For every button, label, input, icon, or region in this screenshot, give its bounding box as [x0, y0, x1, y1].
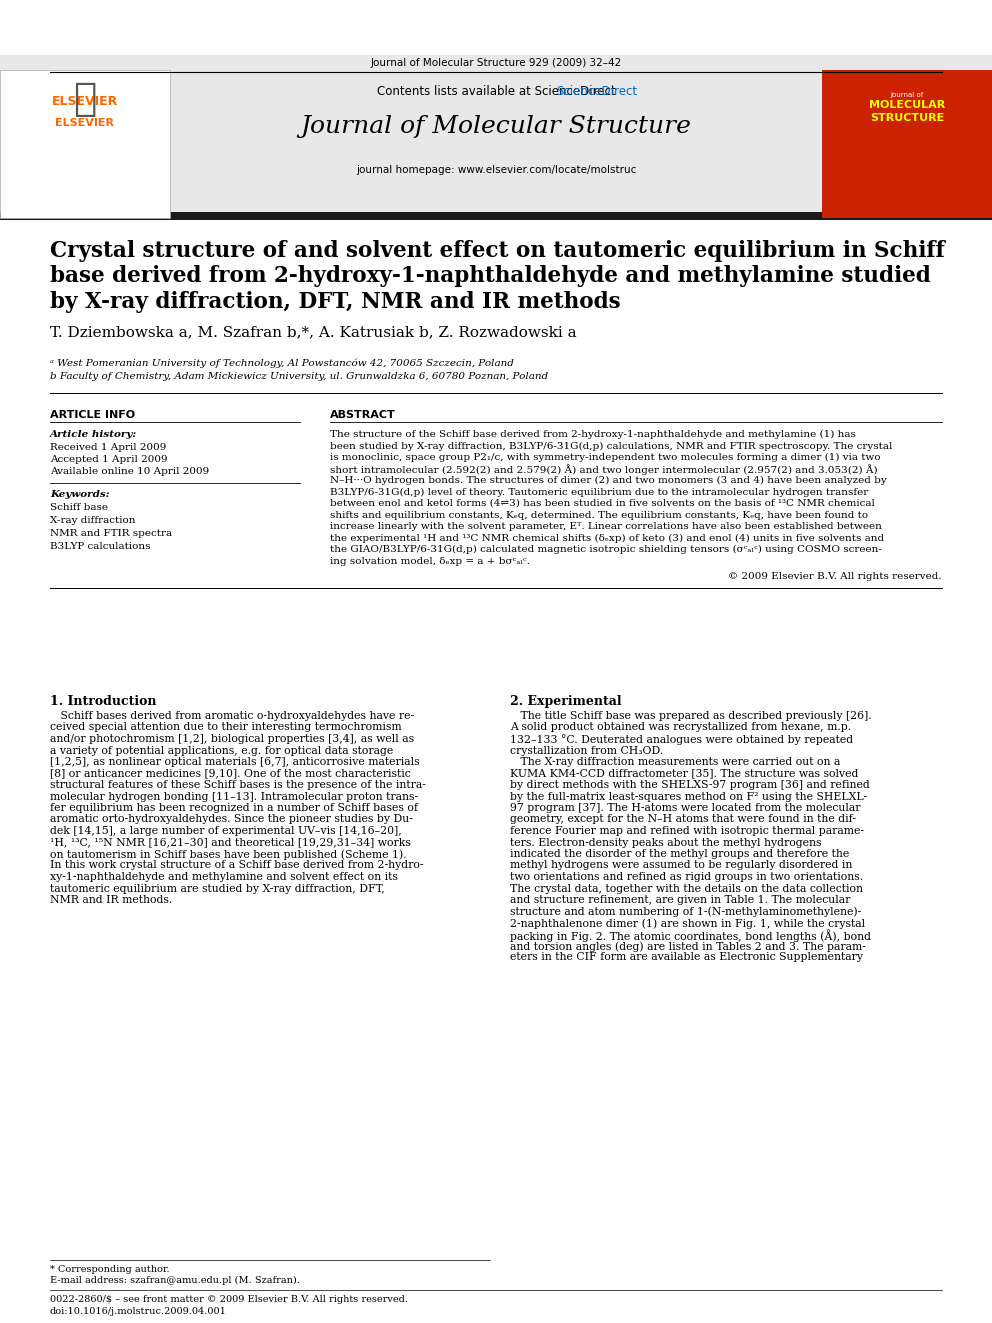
- Text: T. Dziembowska a, M. Szafran b,*, A. Katrusiak b, Z. Rozwadowski a: T. Dziembowska a, M. Szafran b,*, A. Kat…: [50, 325, 576, 339]
- Text: The title Schiff base was prepared as described previously [26].: The title Schiff base was prepared as de…: [510, 710, 872, 721]
- Bar: [0, 70, 170, 218]
- Text: ScienceDirect: ScienceDirect: [556, 85, 637, 98]
- Text: B3LYP/6-31G(d,p) level of theory. Tautomeric equilibrium due to the intramolecul: B3LYP/6-31G(d,p) level of theory. Tautom…: [330, 487, 868, 496]
- Text: doi:10.1016/j.molstruc.2009.04.001: doi:10.1016/j.molstruc.2009.04.001: [50, 1307, 227, 1316]
- Text: ceived special attention due to their interesting termochromism: ceived special attention due to their in…: [50, 722, 402, 733]
- Bar: [5, 78, 165, 218]
- Text: and structure refinement, are given in Table 1. The molecular: and structure refinement, are given in T…: [510, 894, 850, 905]
- Text: fer equilibrium has been recognized in a number of Schiff bases of: fer equilibrium has been recognized in a…: [50, 803, 418, 814]
- Text: 132–133 °C. Deuterated analogues were obtained by repeated: 132–133 °C. Deuterated analogues were ob…: [510, 734, 853, 745]
- Text: Keywords:: Keywords:: [50, 490, 110, 499]
- Text: tautomeric equilibrium are studied by X-ray diffraction, DFT,: tautomeric equilibrium are studied by X-…: [50, 884, 385, 893]
- Text: The X-ray diffraction measurements were carried out on a: The X-ray diffraction measurements were …: [510, 757, 840, 767]
- Text: Contents lists available at ScienceDirect: Contents lists available at ScienceDirec…: [377, 85, 615, 98]
- Text: The crystal data, together with the details on the data collection: The crystal data, together with the deta…: [510, 884, 863, 893]
- Text: * Corresponding author.: * Corresponding author.: [50, 1265, 170, 1274]
- Text: ABSTRACT: ABSTRACT: [330, 410, 396, 419]
- Text: Crystal structure of and solvent effect on tautomeric equilibrium in Schiff
base: Crystal structure of and solvent effect …: [50, 239, 944, 312]
- Text: A solid product obtained was recrystallized from hexane, m.p.: A solid product obtained was recrystalli…: [510, 722, 851, 733]
- Text: [8] or anticancer medicines [9,10]. One of the most characteristic: [8] or anticancer medicines [9,10]. One …: [50, 769, 411, 778]
- Text: Accepted 1 April 2009: Accepted 1 April 2009: [50, 455, 168, 464]
- Text: E-mail address: szafran@amu.edu.pl (M. Szafran).: E-mail address: szafran@amu.edu.pl (M. S…: [50, 1275, 300, 1285]
- Text: 0022-2860/$ – see front matter © 2009 Elsevier B.V. All rights reserved.: 0022-2860/$ – see front matter © 2009 El…: [50, 1295, 408, 1304]
- Text: by direct methods with the SHELXS-97 program [36] and refined: by direct methods with the SHELXS-97 pro…: [510, 781, 870, 790]
- Text: indicated the disorder of the methyl groups and therefore the: indicated the disorder of the methyl gro…: [510, 849, 849, 859]
- Text: The structure of the Schiff base derived from 2-hydroxy-1-naphthaldehyde and met: The structure of the Schiff base derived…: [330, 430, 856, 439]
- Text: on tautomerism in Schiff bases have been published (Scheme 1).: on tautomerism in Schiff bases have been…: [50, 849, 407, 860]
- Text: ference Fourier map and refined with isotropic thermal parame-: ference Fourier map and refined with iso…: [510, 826, 864, 836]
- Text: X-ray diffraction: X-ray diffraction: [50, 516, 136, 525]
- Bar: [822, 70, 992, 218]
- Text: eters in the CIF form are available as Electronic Supplementary: eters in the CIF form are available as E…: [510, 953, 863, 963]
- Text: NMR and IR methods.: NMR and IR methods.: [50, 894, 173, 905]
- Text: Journal of Molecular Structure: Journal of Molecular Structure: [301, 115, 691, 138]
- Text: Article history:: Article history:: [50, 430, 137, 439]
- Text: a variety of potential applications, e.g. for optical data storage: a variety of potential applications, e.g…: [50, 745, 393, 755]
- Text: ELSEVIER: ELSEVIER: [52, 95, 118, 108]
- Text: between enol and ketol forms (4⇌3) has been studied in five solvents on the basi: between enol and ketol forms (4⇌3) has b…: [330, 499, 875, 508]
- Text: methyl hydrogens were assumed to be regularly disordered in: methyl hydrogens were assumed to be regu…: [510, 860, 852, 871]
- Text: ing solvation model, δₑxp = a + bσᶜₐₗᶜ.: ing solvation model, δₑxp = a + bσᶜₐₗᶜ.: [330, 557, 530, 565]
- Text: 97 program [37]. The H-atoms were located from the molecular: 97 program [37]. The H-atoms were locate…: [510, 803, 860, 814]
- Text: crystallization from CH₃OD.: crystallization from CH₃OD.: [510, 745, 664, 755]
- Text: ELSEVIER: ELSEVIER: [56, 118, 114, 128]
- Text: been studied by X-ray diffraction, B3LYP/6-31G(d,p) calculations, NMR and FTIR s: been studied by X-ray diffraction, B3LYP…: [330, 442, 893, 451]
- Text: Available online 10 April 2009: Available online 10 April 2009: [50, 467, 209, 476]
- Text: two orientations and refined as rigid groups in two orientations.: two orientations and refined as rigid gr…: [510, 872, 863, 882]
- Text: xy-1-naphthaldehyde and methylamine and solvent effect on its: xy-1-naphthaldehyde and methylamine and …: [50, 872, 398, 882]
- Text: Received 1 April 2009: Received 1 April 2009: [50, 443, 167, 452]
- Text: 1. Introduction: 1. Introduction: [50, 695, 157, 708]
- Text: Journal of Molecular Structure 929 (2009) 32–42: Journal of Molecular Structure 929 (2009…: [370, 58, 622, 67]
- Text: 2-naphthalenone dimer (1) are shown in Fig. 1, while the crystal: 2-naphthalenone dimer (1) are shown in F…: [510, 918, 865, 929]
- Text: structural features of these Schiff bases is the presence of the intra-: structural features of these Schiff base…: [50, 781, 426, 790]
- Text: ᵃ West Pomeranian University of Technology, Al Powstanców 42, 70065 Szczecin, Po: ᵃ West Pomeranian University of Technolo…: [50, 359, 514, 368]
- Text: N–H···O hydrogen bonds. The structures of dimer (2) and two monomers (3 and 4) h: N–H···O hydrogen bonds. The structures o…: [330, 476, 887, 486]
- Text: increase linearly with the solvent parameter, Eᵀ. Linear correlations have also : increase linearly with the solvent param…: [330, 523, 882, 531]
- Text: B3LYP calculations: B3LYP calculations: [50, 542, 151, 550]
- Text: aromatic orto-hydroxyaldehydes. Since the pioneer studies by Du-: aromatic orto-hydroxyaldehydes. Since th…: [50, 815, 413, 824]
- Text: and/or photochromism [1,2], biological properties [3,4], as well as: and/or photochromism [1,2], biological p…: [50, 734, 414, 744]
- Text: 2. Experimental: 2. Experimental: [510, 695, 622, 708]
- Text: In this work crystal structure of a Schiff base derived from 2-hydro-: In this work crystal structure of a Schi…: [50, 860, 424, 871]
- Text: MOLECULAR: MOLECULAR: [869, 101, 945, 110]
- Text: ¹H, ¹³C, ¹⁵N NMR [16,21–30] and theoretical [19,29,31–34] works: ¹H, ¹³C, ¹⁵N NMR [16,21–30] and theoreti…: [50, 837, 411, 848]
- Text: KUMA KM4-CCD diffractometer [35]. The structure was solved: KUMA KM4-CCD diffractometer [35]. The st…: [510, 769, 858, 778]
- Text: Schiff base: Schiff base: [50, 503, 108, 512]
- Text: 🌳: 🌳: [73, 79, 96, 118]
- Text: ARTICLE INFO: ARTICLE INFO: [50, 410, 135, 419]
- Bar: [0, 56, 992, 220]
- Text: the experimental ¹H and ¹³C NMR chemical shifts (δₑxp) of keto (3) and enol (4) : the experimental ¹H and ¹³C NMR chemical…: [330, 533, 884, 542]
- Text: journal homepage: www.elsevier.com/locate/molstruc: journal homepage: www.elsevier.com/locat…: [356, 165, 636, 175]
- Text: packing in Fig. 2. The atomic coordinates, bond lengths (Å), bond: packing in Fig. 2. The atomic coordinate…: [510, 930, 871, 942]
- Text: Schiff bases derived from aromatic o-hydroxyaldehydes have re-: Schiff bases derived from aromatic o-hyd…: [50, 710, 414, 721]
- Bar: [0, 212, 992, 220]
- Text: Journal of: Journal of: [891, 93, 924, 98]
- Text: STRUCTURE: STRUCTURE: [870, 112, 944, 123]
- Text: shifts and equilibrium constants, Kₑq, determined. The equilibrium constants, Kₑ: shifts and equilibrium constants, Kₑq, d…: [330, 511, 868, 520]
- Text: short intramolecular (2.592(2) and 2.579(2) Å) and two longer intermolecular (2.: short intramolecular (2.592(2) and 2.579…: [330, 464, 878, 475]
- Text: structure and atom numbering of 1-(N-methylaminomethylene)-: structure and atom numbering of 1-(N-met…: [510, 906, 861, 917]
- Text: [1,2,5], as nonlinear optical materials [6,7], anticorrosive materials: [1,2,5], as nonlinear optical materials …: [50, 757, 420, 767]
- Text: NMR and FTIR spectra: NMR and FTIR spectra: [50, 529, 173, 538]
- Text: dek [14,15], a large number of experimental UV–vis [14,16–20],: dek [14,15], a large number of experimen…: [50, 826, 402, 836]
- Text: molecular hydrogen bonding [11–13]. Intramolecular proton trans-: molecular hydrogen bonding [11–13]. Intr…: [50, 791, 418, 802]
- Text: is monoclinic, space group P2₁/c, with symmetry-independent two molecules formin: is monoclinic, space group P2₁/c, with s…: [330, 452, 881, 462]
- Text: ters. Electron-density peaks about the methyl hydrogens: ters. Electron-density peaks about the m…: [510, 837, 821, 848]
- Text: geometry, except for the N–H atoms that were found in the dif-: geometry, except for the N–H atoms that …: [510, 815, 856, 824]
- Text: the GIAO/B3LYP/6-31G(d,p) calculated magnetic isotropic shielding tensors (σᶜₐₗᶜ: the GIAO/B3LYP/6-31G(d,p) calculated mag…: [330, 545, 882, 554]
- Text: b Faculty of Chemistry, Adam Mickiewicz University, ul. Grunwaldzka 6, 60780 Poz: b Faculty of Chemistry, Adam Mickiewicz …: [50, 372, 549, 381]
- Text: © 2009 Elsevier B.V. All rights reserved.: © 2009 Elsevier B.V. All rights reserved…: [728, 572, 942, 581]
- Text: by the full-matrix least-squares method on F² using the SHELXL-: by the full-matrix least-squares method …: [510, 791, 867, 802]
- Text: and torsion angles (deg) are listed in Tables 2 and 3. The param-: and torsion angles (deg) are listed in T…: [510, 941, 866, 951]
